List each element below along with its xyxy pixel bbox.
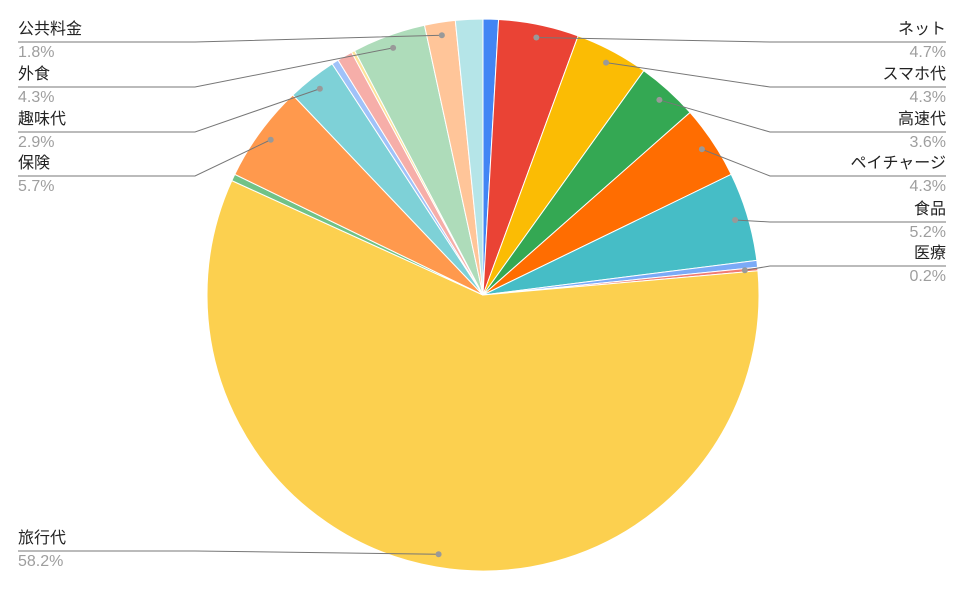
leader-dot	[435, 551, 442, 558]
slice-value-label: 4.3%	[910, 89, 946, 106]
slice-label: ペイチャージ	[850, 155, 946, 172]
leader-line	[18, 34, 442, 43]
slice-label: 公共料金	[18, 20, 82, 38]
leaders	[18, 32, 946, 558]
slice-value-label: 5.7%	[18, 178, 54, 195]
leader-line	[605, 62, 946, 88]
leader-line	[18, 139, 271, 177]
leader-dot	[316, 85, 323, 92]
leader-dot	[603, 59, 610, 66]
slice-value-label: 58.2%	[18, 553, 63, 570]
slice-value-label: 4.3%	[18, 89, 54, 106]
slice-value-label: 0.2%	[910, 268, 946, 285]
slice-label: 医療	[914, 244, 946, 262]
leader-dot	[438, 32, 445, 39]
slice-label: スマホ代	[882, 65, 946, 83]
leader-line	[18, 550, 439, 555]
pie-slice	[206, 179, 760, 572]
leader-line	[701, 148, 946, 177]
slice-value-label: 4.3%	[910, 178, 946, 195]
slice-value-label: 1.8%	[18, 44, 54, 61]
leader-dot	[390, 44, 397, 51]
slice-value-label: 2.9%	[18, 134, 54, 151]
leader-dot	[267, 136, 274, 143]
leader-dot	[533, 34, 540, 41]
slice-label: 旅行代	[18, 529, 66, 547]
slice-label: 食品	[914, 200, 946, 218]
slice-label: 外食	[18, 65, 50, 83]
slice-label: 高速代	[898, 110, 946, 128]
slices	[206, 18, 760, 572]
slice-value-label: 4.7%	[910, 44, 946, 61]
slice-label: 保険	[18, 154, 50, 172]
slice-value-label: 5.2%	[910, 224, 946, 241]
leader-line	[18, 47, 394, 88]
leader-dot	[656, 96, 663, 103]
pie-slice	[454, 18, 484, 296]
leader-line	[735, 219, 946, 223]
slice-label: ネット	[898, 20, 946, 38]
leader-line	[18, 88, 321, 133]
leader-dot	[698, 146, 705, 153]
leader-line	[536, 36, 946, 43]
slice-label: 趣味代	[18, 110, 66, 128]
leader-dot	[741, 267, 748, 274]
leader-dot	[732, 217, 739, 224]
slice-value-label: 3.6%	[910, 134, 946, 151]
leader-line	[744, 265, 946, 271]
leader-line	[659, 99, 946, 133]
